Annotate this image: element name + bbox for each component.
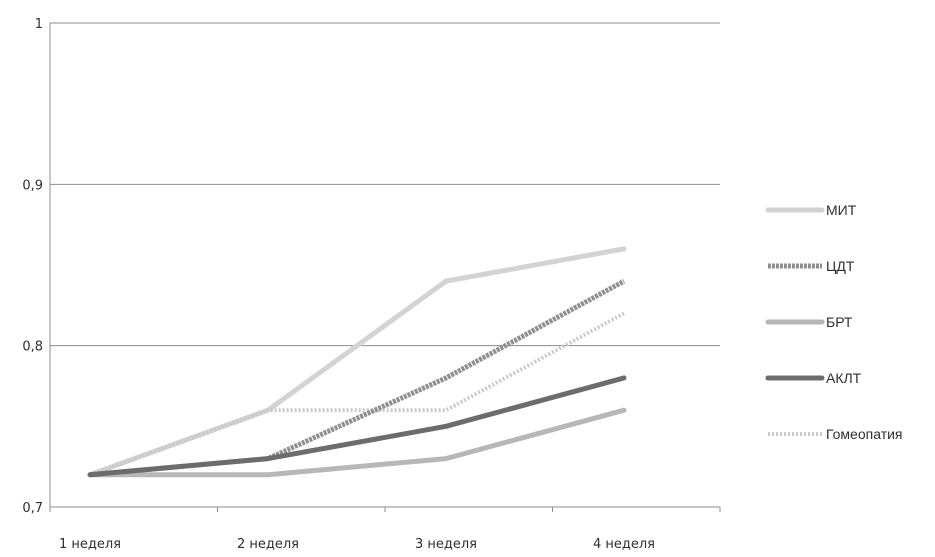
series-layer bbox=[87, 246, 627, 478]
tick-labels-layer: 0,7 0,8 0,9 1 1 неделя 2 неделя 3 неделя 4 неде… bbox=[22, 17, 655, 552]
y-tick-label: 0,8 bbox=[22, 340, 43, 355]
legend-label-1: ЦДТ bbox=[826, 258, 855, 274]
legend: МИТ ЦДТ БРТ АКЛТ Гомеопатия bbox=[765, 202, 903, 442]
series-line-3 bbox=[87, 375, 627, 478]
legend-label-4: Гомеопатия bbox=[826, 426, 903, 442]
series-line-0 bbox=[87, 246, 627, 478]
y-tick-label: 0,7 bbox=[22, 501, 43, 516]
x-tick-label: 4 неделя bbox=[593, 537, 655, 552]
y-tick-label: 1 bbox=[35, 17, 43, 32]
series-line-2 bbox=[87, 407, 627, 478]
x-tick-label: 2 неделя bbox=[237, 537, 299, 552]
legend-label-3: АКЛТ bbox=[826, 370, 862, 386]
axis-layer bbox=[49, 23, 721, 512]
x-tick-label: 3 неделя bbox=[415, 537, 477, 552]
legend-label-2: БРТ bbox=[826, 314, 853, 330]
legend-label-0: МИТ bbox=[826, 202, 857, 218]
grid-layer bbox=[50, 22, 720, 347]
y-tick-label: 0,9 bbox=[22, 178, 43, 193]
x-tick-label: 1 неделя bbox=[59, 537, 121, 552]
series-line-4 bbox=[89, 311, 625, 477]
